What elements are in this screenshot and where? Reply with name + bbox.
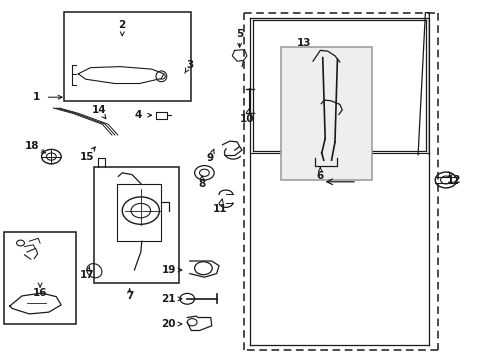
Bar bbox=[281, 47, 371, 180]
Text: 3: 3 bbox=[186, 60, 193, 70]
Bar bbox=[63, 12, 190, 101]
Text: 8: 8 bbox=[198, 179, 205, 189]
Text: 1: 1 bbox=[33, 92, 40, 102]
Text: 15: 15 bbox=[80, 152, 94, 162]
Text: 21: 21 bbox=[161, 294, 176, 304]
Text: 16: 16 bbox=[33, 288, 47, 298]
Text: 19: 19 bbox=[161, 265, 176, 275]
Text: 9: 9 bbox=[206, 153, 213, 163]
Bar bbox=[4, 232, 76, 324]
Text: 4: 4 bbox=[134, 110, 142, 120]
Bar bbox=[94, 167, 179, 283]
Polygon shape bbox=[10, 293, 61, 314]
Text: 12: 12 bbox=[446, 175, 460, 185]
Text: 10: 10 bbox=[239, 114, 254, 124]
Text: 18: 18 bbox=[24, 141, 39, 151]
Text: 13: 13 bbox=[296, 38, 311, 48]
Text: 20: 20 bbox=[161, 319, 176, 329]
Text: 7: 7 bbox=[125, 291, 133, 301]
Text: 6: 6 bbox=[316, 171, 323, 181]
Text: 17: 17 bbox=[80, 270, 94, 280]
Text: 14: 14 bbox=[91, 105, 106, 115]
Text: 5: 5 bbox=[236, 29, 243, 39]
Text: 11: 11 bbox=[212, 204, 227, 214]
Text: 2: 2 bbox=[119, 20, 125, 30]
Polygon shape bbox=[78, 67, 163, 84]
